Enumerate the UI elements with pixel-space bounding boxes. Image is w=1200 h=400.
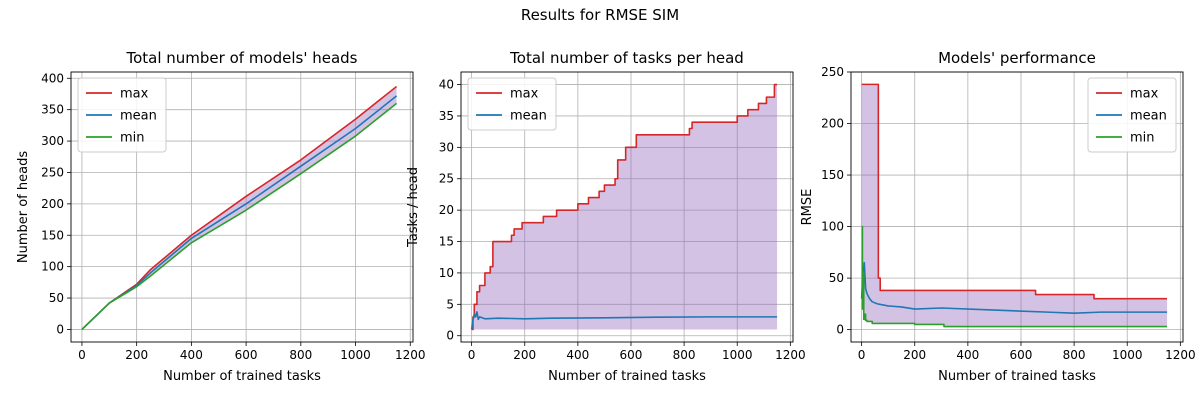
x-tick-label: 0 [858, 348, 866, 362]
legend-label-mean: mean [120, 109, 157, 124]
legend: max mean min [1087, 77, 1177, 153]
x-tick-label: 1200 [395, 348, 426, 362]
y-tick-label: 25 [439, 172, 454, 186]
y-tick-label: 50 [49, 291, 64, 305]
x-tick-label: 0 [468, 348, 476, 362]
y-tick-label: 40 [439, 78, 454, 92]
y-tick-label: 30 [439, 140, 454, 154]
x-axis-label: Number of trained tasks [163, 369, 321, 384]
x-tick-label: 800 [1063, 348, 1086, 362]
x-tick-label: 600 [1010, 348, 1033, 362]
y-tick-label: 200 [821, 117, 844, 131]
y-tick-label: 200 [41, 197, 64, 211]
y-tick-label: 15 [439, 235, 454, 249]
y-tick-label: 35 [439, 109, 454, 123]
x-tick-label: 600 [620, 348, 643, 362]
legend-label-mean: mean [1130, 109, 1167, 124]
y-tick-label: 0 [446, 329, 454, 343]
x-axis-label: Number of trained tasks [938, 369, 1096, 384]
y-tick-label: 250 [821, 65, 844, 79]
y-tick-label: 350 [41, 103, 64, 117]
y-tick-label: 100 [821, 220, 844, 234]
y-tick-label: 100 [41, 260, 64, 274]
x-tick-label: 400 [956, 348, 979, 362]
y-tick-label: 0 [836, 323, 844, 337]
x-tick-label: 1000 [722, 348, 753, 362]
y-axis-label: Tasks / head [406, 167, 421, 248]
legend-label-max: max [120, 87, 149, 102]
legend-label-min: min [120, 131, 145, 146]
chart-title: Total number of tasks per head [509, 49, 744, 67]
series-line-min [861, 225, 1168, 328]
y-axis-label: Number of heads [16, 151, 31, 263]
chart-panel-2: 0 200 400 600 800 1000 1200 0 5 10 15 20 25 30 35 40 Tot… [406, 49, 806, 384]
y-tick-label: 150 [41, 228, 64, 242]
x-tick-label: 1000 [340, 348, 371, 362]
x-tick-label: 600 [235, 348, 258, 362]
y-tick-label: 10 [439, 266, 454, 280]
x-tick-label: 0 [78, 348, 86, 362]
y-tick-label: 250 [41, 165, 64, 179]
chart-panel-1: 0 200 400 600 800 1000 1200 0 50 100 150 200 250 300 3… [16, 49, 426, 384]
series-line-mean [860, 261, 1168, 314]
axes-frame [70, 71, 414, 343]
fill-band [861, 84, 1168, 327]
chart-title: Total number of models' heads [125, 49, 357, 67]
series-line-max [471, 83, 778, 331]
x-tick-label: 200 [513, 348, 536, 362]
legend-label-max: max [1130, 87, 1159, 102]
x-tick-label: 800 [673, 348, 696, 362]
legend-box [467, 77, 557, 131]
series-line-mean [470, 311, 778, 330]
chart-title: Models' performance [938, 49, 1096, 67]
x-axis-label: Number of trained tasks [548, 369, 706, 384]
legend: max mean [467, 77, 557, 131]
y-tick-label: 5 [446, 297, 454, 311]
x-tick-label: 200 [903, 348, 926, 362]
y-tick-label: 50 [829, 271, 844, 285]
legend-box [77, 77, 167, 153]
legend-label-min: min [1130, 131, 1155, 146]
x-tick-label: 400 [180, 348, 203, 362]
legend-box [1087, 77, 1177, 153]
figure-suptitle: Results for RMSE SIM [520, 6, 680, 24]
x-tick-label: 1000 [1112, 348, 1143, 362]
x-tick-label: 200 [125, 348, 148, 362]
y-tick-label: 300 [41, 134, 64, 148]
axes-frame [850, 71, 1184, 343]
chart-panel-3: 0 200 400 600 800 1000 1200 0 50 100 150 200 250 Mode… [800, 49, 1196, 384]
x-tick-label: 1200 [775, 348, 806, 362]
x-tick-label: 800 [289, 348, 312, 362]
axes-frame [460, 71, 794, 343]
x-tick-label: 400 [566, 348, 589, 362]
legend-label-mean: mean [510, 109, 547, 124]
y-axis-label: RMSE [800, 189, 815, 226]
series-line-min [81, 102, 398, 331]
y-tick-label: 400 [41, 71, 64, 85]
y-tick-label: 20 [439, 203, 454, 217]
x-tick-label: 1200 [1165, 348, 1196, 362]
fill-band [471, 84, 778, 330]
series-line-max [861, 83, 1168, 300]
y-tick-label: 0 [56, 322, 64, 336]
legend: max mean min [77, 77, 167, 153]
y-tick-label: 150 [821, 168, 844, 182]
legend-label-max: max [510, 87, 539, 102]
